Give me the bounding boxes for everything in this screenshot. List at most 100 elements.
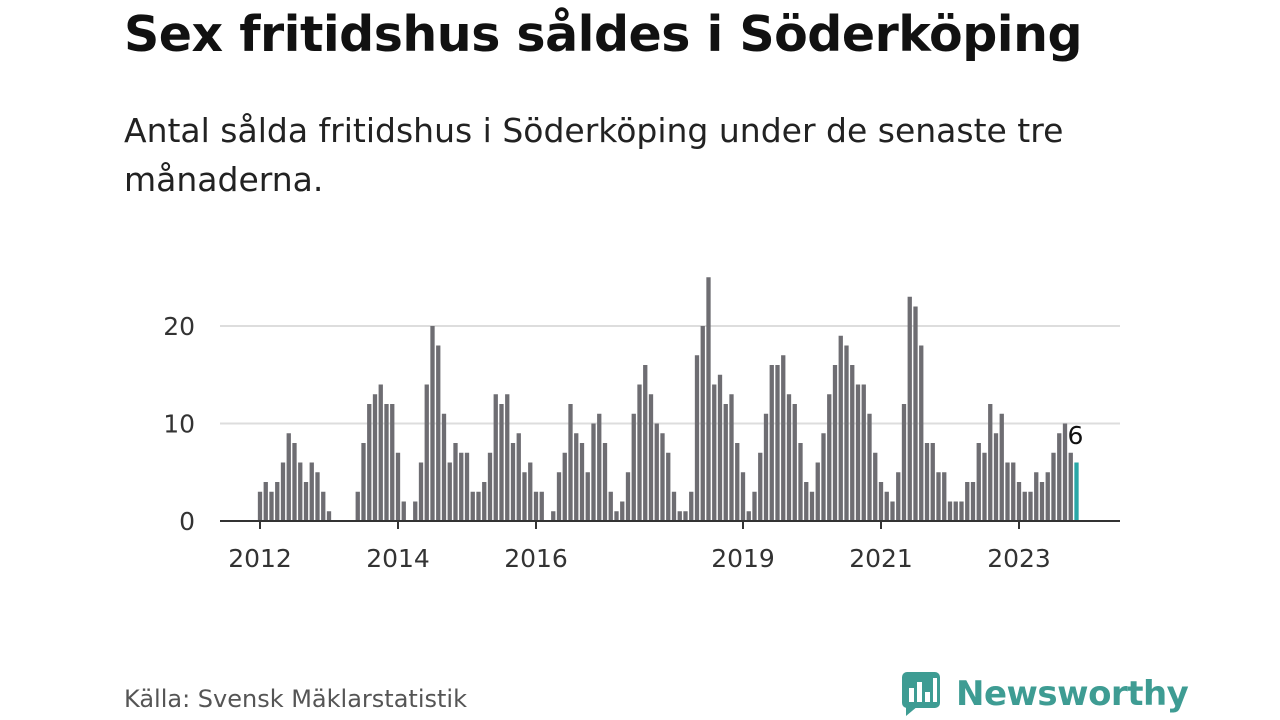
bar [257,491,263,521]
bar [729,394,734,521]
bar [614,511,619,521]
bar [390,404,395,521]
bar [970,482,976,521]
bar [1028,491,1033,521]
bars [257,277,1079,521]
bar [1011,462,1016,521]
bar [441,413,447,521]
bar [280,462,286,521]
bar [694,355,700,521]
bar [953,501,958,521]
bar [821,433,826,521]
bar [815,462,820,521]
bar [533,491,539,521]
bar [447,462,452,521]
bar [1062,423,1068,521]
bar [522,472,527,521]
brand-name: Newsworthy [956,674,1189,714]
bar [263,482,268,521]
bar [930,443,935,521]
bar [804,482,809,521]
chart-title: Sex fritidshus såldes i Söderköping [124,6,1083,63]
bar [499,404,504,521]
bar [982,452,987,521]
bar [493,394,498,521]
chart-subtitle: Antal sålda fritidshus i Söderköping und… [124,111,1064,199]
bar [867,413,872,521]
bar [367,404,372,521]
bar [620,501,625,521]
newsworthy-logo: Newsworthy [900,670,1189,718]
bar [890,501,895,521]
bar [942,472,947,521]
bar [758,452,763,521]
bar [924,443,930,521]
bar [671,491,677,521]
bar [355,491,360,521]
bar [395,452,401,521]
bar [712,384,717,521]
bar [809,491,815,521]
newsworthy-bar-chart-icon [902,672,940,716]
bar [752,491,757,521]
bar [574,433,579,521]
bar [913,306,918,521]
bar [700,326,705,521]
bar [591,423,596,521]
bar [775,365,780,521]
x-tick-label: 2014 [366,544,430,573]
bar [654,423,659,521]
bar [896,472,901,521]
bar [378,384,383,521]
y-tick-label: 20 [163,312,195,341]
gridlines [220,325,1120,425]
bar [436,345,441,521]
bar [643,365,648,521]
bar [459,452,464,521]
bar [735,443,740,521]
bar-highlight [1074,462,1079,521]
bar [1039,482,1045,521]
bar [597,413,602,521]
bar [878,482,884,521]
bar [1022,491,1027,521]
bar [539,491,544,521]
bar [418,462,424,521]
bar [269,491,274,521]
bar [424,384,429,521]
bar [637,384,642,521]
bar [631,413,636,521]
bar [1005,462,1010,521]
bar [510,443,516,521]
bar [482,482,487,521]
bar [562,452,567,521]
bar [401,501,406,521]
bar [1016,482,1022,521]
bar [648,394,654,521]
bar [936,472,941,521]
annotation: 6 [1068,421,1084,450]
bar [769,365,774,521]
bar [1034,472,1039,521]
bar [476,491,481,521]
bar [464,452,470,521]
bar [901,404,907,521]
y-tick-label: 0 [179,507,195,536]
bar [884,491,889,521]
bar [683,511,688,521]
bar [959,501,964,521]
bar [625,472,631,521]
bar [1057,433,1062,521]
bar [976,443,981,521]
bar [873,452,878,521]
bar [993,433,999,521]
bar [947,501,953,521]
bar [861,384,866,521]
bar [384,404,389,521]
bar [315,472,320,521]
bar [1051,452,1056,521]
bar [763,413,769,521]
bar [556,472,562,521]
bar [608,491,613,521]
